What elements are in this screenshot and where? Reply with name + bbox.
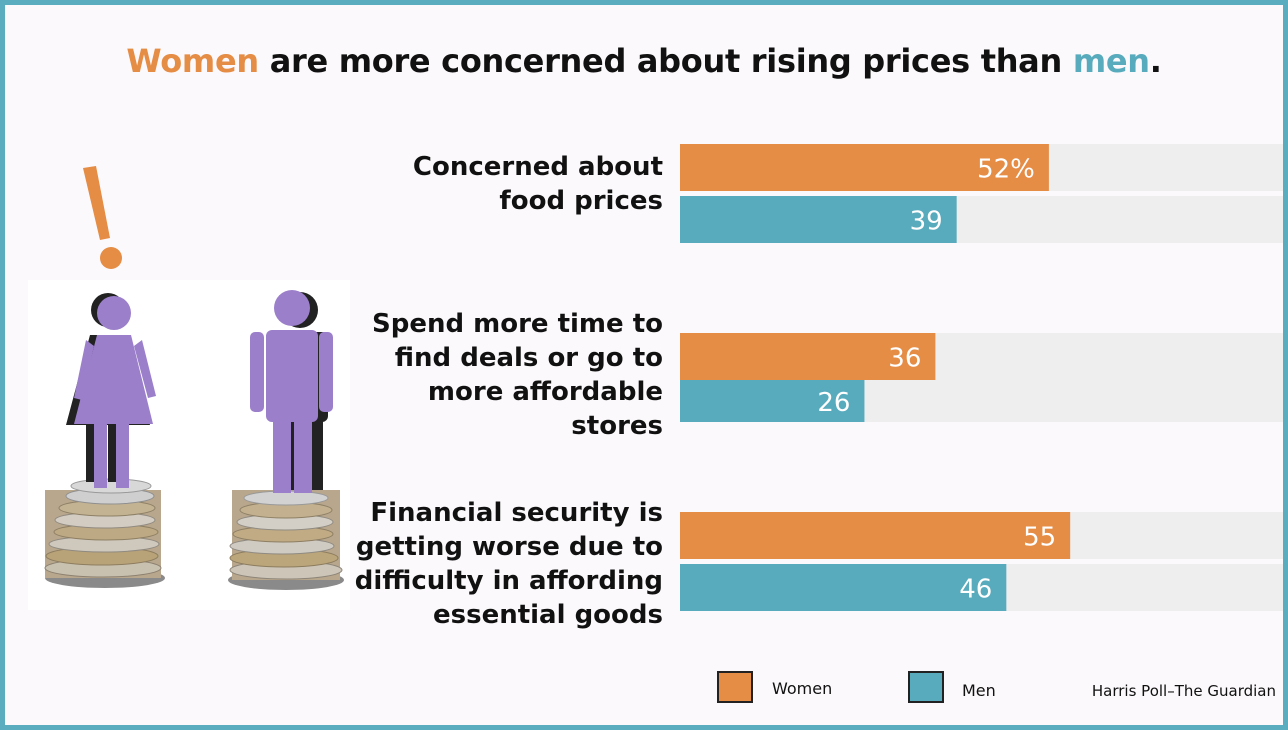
category-label-line: essential goods xyxy=(432,600,663,630)
category-label-line: Spend more time to xyxy=(371,309,663,339)
legend-label-men: Men xyxy=(962,681,996,700)
category-label-line: difficulty in affording xyxy=(354,566,663,596)
title-men-word: men xyxy=(1072,42,1150,80)
legend-swatch-women xyxy=(717,671,753,703)
men-coin-stack xyxy=(228,490,344,590)
source-credit: Harris Poll–The Guardian xyxy=(1091,682,1276,700)
title-end: . xyxy=(1149,42,1162,80)
category-label-line: Financial security is xyxy=(370,498,663,528)
man-figure xyxy=(250,290,333,493)
woman-figure xyxy=(66,293,156,488)
exclamation-icon xyxy=(83,166,122,269)
chart-title: Women are more concerned about rising pr… xyxy=(0,42,1288,80)
category-label-line: food prices xyxy=(499,186,663,216)
legend-swatch-men xyxy=(908,671,944,703)
title-women-word: Women xyxy=(126,42,259,80)
category-label-financial-security: Financial security is getting worse due … xyxy=(355,496,663,632)
category-label-food-prices: Concerned about food prices xyxy=(413,150,663,218)
legend-label-women: Women xyxy=(772,679,833,698)
category-label-line: find deals or go to xyxy=(394,343,663,373)
category-label-line: more affordable xyxy=(427,377,663,407)
figures-on-coins-illustration xyxy=(28,166,350,610)
women-coin-stack xyxy=(44,478,165,588)
category-label-find-deals: Spend more time to find deals or go to m… xyxy=(372,307,663,443)
category-label-line: Concerned about xyxy=(412,152,663,182)
category-label-line: stores xyxy=(571,411,663,441)
title-middle: are more concerned about rising prices t… xyxy=(258,42,1073,80)
category-label-line: getting worse due to xyxy=(355,532,663,562)
